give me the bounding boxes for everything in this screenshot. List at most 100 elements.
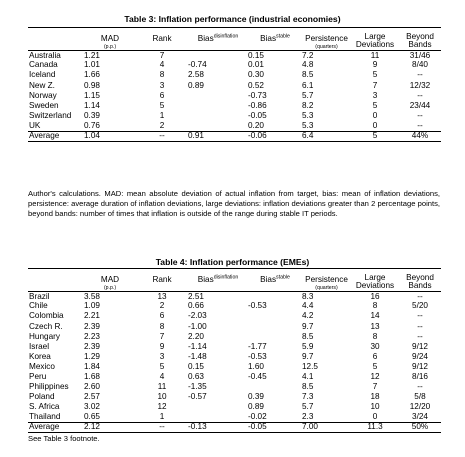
large-deviations-cell: 18 [370, 392, 380, 402]
rank-cell: 4 [159, 372, 165, 381]
rank-cell: 4 [159, 60, 165, 70]
large-deviations-cell: 14 [370, 311, 380, 321]
large-deviations-cell: 16 [370, 291, 380, 301]
large-deviations-cell: 9 [372, 60, 378, 70]
rank-average-cell: -- [136, 130, 188, 142]
table-row: Thailand 0.65 1 -0.02 2.3 0 3/24 [28, 413, 441, 423]
rank-cell: 8 [159, 321, 165, 331]
bias-disinflation-cell: 0.89 [188, 80, 204, 90]
large-deviations-cell: 8 [372, 301, 378, 311]
table-row: Iceland 1.66 8 2.58 0.30 8.5 5 -- [28, 71, 441, 81]
bias-disinflation-cell [188, 51, 248, 61]
bias-disinflation-cell [188, 403, 248, 413]
mad-header: MAD (p.p.) [84, 27, 136, 51]
country-cell: Peru [29, 372, 47, 381]
large-deviations-average-cell: 11.3 [351, 422, 399, 434]
table4-title: Table 4: Inflation performance (EMEs) [155, 257, 310, 267]
beyond-bands-cell: 31/46 [409, 50, 431, 60]
mad-cell: 1.14 [84, 100, 100, 110]
country-cell: Australia [29, 50, 61, 60]
rank-cell: 13 [157, 291, 167, 301]
country-cell: Canada [29, 60, 58, 70]
large-deviations-cell: 5 [372, 362, 378, 371]
table-row: Mexico 1.84 5 0.15 1.60 12.5 5 9/12 [28, 362, 441, 372]
mad-cell: 2.39 [84, 341, 100, 351]
country-cell: Philippines [29, 382, 69, 392]
bias-disinflation-cell: -1.48 [188, 352, 207, 361]
beyond-bands-cell: 5/8 [414, 392, 426, 402]
rank-cell: 5 [159, 362, 165, 371]
mad-cell: 1.21 [84, 50, 100, 60]
country-cell: Norway [29, 90, 57, 100]
table-row: S. Africa 3.02 12 0.89 5.7 10 12/20 [28, 403, 441, 413]
bias-disinflation-average-cell: -0.13 [188, 422, 248, 434]
bias-stable-cell: -0.02 [248, 412, 267, 422]
country-average-cell: Average [28, 130, 84, 142]
table-row: Brazil 3.58 13 2.51 8.3 16 -- [28, 292, 441, 302]
persistence-cell: 4.4 [302, 301, 314, 311]
table-row: Poland 2.57 10 -0.57 0.39 7.3 18 5/8 [28, 392, 441, 402]
table-row: Norway 1.15 6 -0.73 5.7 3 -- [28, 91, 441, 101]
bias-stable-header: Biasstable [248, 268, 302, 292]
bias-disinflation-cell: 2.20 [188, 331, 204, 341]
bias-stable-cell: 0.30 [248, 70, 264, 80]
large-deviations-header: Large Deviations [351, 268, 399, 292]
persistence-cell: 5.7 [302, 90, 314, 100]
mad-cell: 1.01 [84, 60, 100, 70]
country-cell: Chile [29, 301, 48, 311]
large-deviations-average-cell: 5 [351, 130, 399, 142]
large-deviations-cell: 0 [372, 111, 378, 120]
beyond-bands-cell: -- [417, 70, 423, 80]
persistence-cell: 8.5 [302, 382, 314, 392]
bias-disinflation-cell [188, 413, 248, 423]
mad-average-cell: 2.12 [84, 422, 136, 434]
country-cell: Switzerland [29, 111, 72, 120]
table-row: Czech R. 2.39 8 -1.00 9.7 13 -- [28, 322, 441, 332]
bias-stable-cell: -0.73 [248, 90, 267, 100]
beyond-bands-cell: -- [417, 331, 423, 341]
bias-disinflation-cell [188, 91, 248, 101]
beyond-bands-cell: 12/32 [409, 80, 431, 90]
average-row: Average 2.12 -- -0.13 -0.05 7.00 11.3 50% [28, 422, 441, 434]
large-deviations-cell: 10 [370, 402, 380, 412]
beyond-bands-average-cell: 50% [399, 422, 441, 434]
beyond-bands-cell: -- [417, 111, 423, 120]
bias-stable-cell: -1.77 [248, 341, 267, 351]
large-deviations-cell: 0 [372, 412, 378, 422]
bias-disinflation-cell: 2.51 [188, 291, 204, 301]
rank-cell: 7 [159, 50, 165, 60]
bias-stable-cell: -0.53 [248, 301, 267, 311]
table-row: Chile 1.09 2 0.66 -0.53 4.4 8 5/20 [28, 302, 441, 312]
beyond-bands-cell: 9/12 [412, 341, 428, 351]
country-cell: Poland [29, 392, 55, 402]
table-row: Peru 1.68 4 0.63 -0.45 4.1 12 8/16 [28, 372, 441, 382]
persistence-cell: 2.3 [302, 412, 314, 422]
mad-cell: 0.65 [84, 412, 100, 422]
beyond-bands-cell: 9/12 [412, 362, 428, 371]
table-row: Switzerland 0.39 1 -0.05 5.3 0 -- [28, 111, 441, 121]
beyond-bands-cell: 12/20 [409, 402, 431, 412]
rank-cell: 6 [159, 90, 165, 100]
bias-disinflation-cell [188, 101, 248, 111]
country-average-cell: Average [28, 422, 84, 434]
country-cell: Czech R. [29, 321, 63, 331]
table3-footnote: Author's calculations. MAD: mean absolut… [28, 189, 440, 218]
bias-stable-cell [248, 292, 302, 302]
bias-disinflation-cell: -0.74 [188, 60, 207, 70]
persistence-header: Persistence (quarters) [302, 268, 351, 292]
table-row: New Z. 0.98 3 0.89 0.52 6.1 7 12/32 [28, 81, 441, 91]
persistence-cell: 5.3 [302, 121, 314, 130]
beyond-bands-cell: -- [417, 311, 423, 321]
country-cell: Colombia [29, 311, 64, 321]
table3: MAD (p.p.) Rank Biasdisinflation Biasstab… [28, 27, 441, 142]
rank-cell: 2 [159, 121, 165, 130]
beyond-bands-header: Beyond Bands [399, 268, 441, 292]
bias-disinflation-header: Biasdisinflation [188, 27, 248, 51]
large-deviations-header: Large Deviations [351, 27, 399, 51]
large-deviations-cell: 8 [372, 331, 378, 341]
rank-cell: 2 [159, 301, 165, 311]
table-row: Israel 2.39 9 -1.14 -1.77 5.9 30 9/12 [28, 342, 441, 352]
country-header [28, 27, 84, 51]
large-deviations-cell: 12 [370, 372, 380, 381]
bias-disinflation-cell: -2.03 [188, 311, 207, 321]
